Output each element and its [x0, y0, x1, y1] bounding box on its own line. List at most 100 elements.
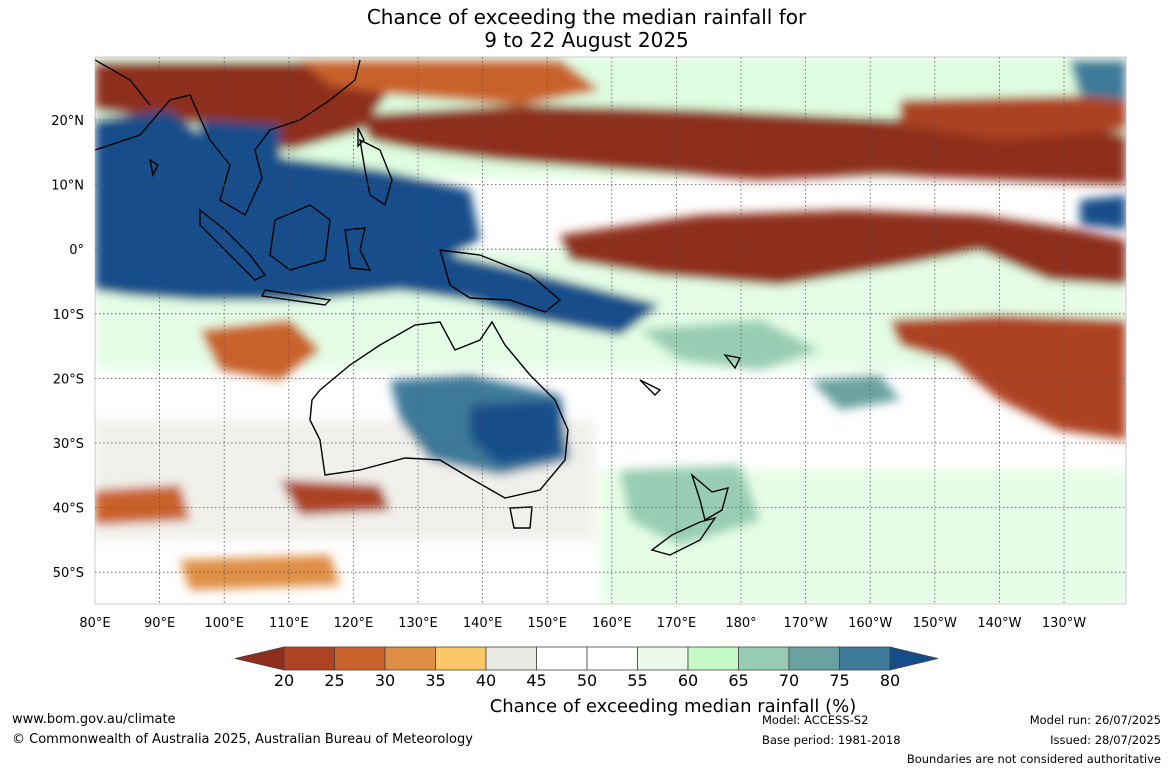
- base-period: Base period: 1981-2018: [762, 733, 901, 747]
- colorbar-swatch: [485, 646, 537, 671]
- probability-field: [95, 57, 1126, 604]
- colorbar-title: Chance of exceeding median rainfall (%): [489, 696, 857, 717]
- dry-band-equatorial-pacific: [560, 210, 1126, 285]
- java-coastline: [260, 289, 332, 306]
- colorbar-tick-label: 45: [526, 671, 547, 690]
- dry-patch-indian-ocean: [200, 320, 320, 380]
- australia-coastline: [309, 320, 569, 499]
- colorbar-tick-label: 80: [879, 671, 901, 690]
- lon-label: 180°: [725, 616, 756, 631]
- philippines-coastline: [359, 138, 393, 207]
- map-title-line1: Chance of exceeding the median rainfall …: [366, 5, 807, 29]
- dry-band-north: [300, 60, 600, 105]
- colorbar-swatch: [586, 646, 638, 671]
- source-url: www.bom.gov.au/climate: [12, 712, 176, 727]
- new-guinea-coastline: [439, 249, 562, 313]
- colorbar-tick-label: 40: [475, 671, 497, 690]
- colorbar-high-extension: [889, 646, 939, 671]
- colorbar-tick-label: 60: [677, 671, 699, 690]
- colorbar-tick-label: 25: [324, 671, 345, 690]
- india-coastline: [95, 59, 151, 106]
- lon-label: 140°E: [463, 616, 503, 631]
- sumatra-coastline: [199, 208, 267, 281]
- model-name: Model: ACCESS-S2: [762, 713, 869, 727]
- lat-label: 40°S: [53, 502, 84, 517]
- colorbar-tick-label: 20: [273, 671, 295, 690]
- sri-lanka-coastline: [148, 158, 159, 178]
- colorbar-swatch: [738, 646, 790, 671]
- lon-label: 130°E: [398, 616, 438, 631]
- lon-label: 170°E: [657, 616, 697, 631]
- issued-date: Issued: 28/07/2025: [1050, 733, 1161, 747]
- colorbar-tick-label: 30: [374, 671, 396, 690]
- wet-zone-new-zealand: [620, 465, 760, 545]
- taiwan-coastline: [357, 127, 365, 148]
- tasmania-coastline: [509, 506, 533, 529]
- wet-zone-northeast: [1070, 60, 1126, 100]
- dry-band-north-pacific-east: [900, 95, 1126, 140]
- wet-zone-indochina: [200, 120, 280, 180]
- lon-label: 120°E: [334, 616, 374, 631]
- lon-label: 150°W: [913, 616, 957, 631]
- lon-label: 150°E: [527, 616, 567, 631]
- colorbar-swatch: [384, 646, 436, 671]
- colorbar-tick-label: 55: [627, 671, 648, 690]
- map-title-line2: 9 to 22 August 2025: [484, 28, 689, 52]
- longitude-labels: 80°E 90°E 100°E 110°E 120°E 130°E 140°E 150°E 16…: [79, 616, 1086, 631]
- wet-zone-south-pacific: [810, 375, 900, 410]
- new-zealand-north-coastline: [690, 472, 729, 522]
- fiji-coastline: [723, 353, 742, 370]
- lat-label: 30°S: [53, 437, 84, 452]
- colorbar-swatch: [283, 646, 335, 671]
- lon-label: 140°W: [977, 616, 1021, 631]
- dry-band-south-pacific: [890, 315, 1126, 440]
- colorbar-tick-label: 35: [425, 671, 446, 690]
- wet-zone-east-pacific: [1080, 195, 1126, 230]
- dry-band-asia: [95, 62, 390, 150]
- colorbar-swatch: [435, 646, 487, 671]
- lon-label: 160°E: [592, 616, 632, 631]
- colorbar-tick-label: 65: [728, 671, 749, 690]
- colorbar-low-extension: [234, 646, 285, 671]
- colorbar-tick-label: 70: [778, 671, 800, 690]
- colorbar-swatch: [839, 646, 891, 671]
- lon-label: 170°W: [784, 616, 828, 631]
- lat-label: 10°S: [53, 308, 84, 323]
- lat-label: 20°N: [51, 114, 84, 129]
- colorbar-swatch: [788, 646, 840, 671]
- map-frame: [94, 56, 1127, 605]
- graticule: [95, 57, 1126, 604]
- dry-patch-south-indian-1: [95, 485, 190, 525]
- lon-label: 160°W: [848, 616, 892, 631]
- colorbar-swatch: [637, 646, 689, 671]
- asia-mainland-coastline: [95, 59, 361, 217]
- sulawesi-coastline: [344, 227, 372, 271]
- lat-label: 20°S: [53, 372, 84, 387]
- lat-label: 50°S: [53, 566, 84, 581]
- colorbar-swatch: [687, 646, 739, 671]
- copyright-notice: © Commonwealth of Australia 2025, Austra…: [12, 732, 473, 747]
- lon-label: 80°E: [79, 616, 110, 631]
- new-caledonia-coastline: [639, 379, 662, 396]
- lon-label: 100°E: [204, 616, 244, 631]
- dry-patch-south-indian-2: [280, 480, 390, 515]
- coastlines: [95, 59, 742, 556]
- lon-label: 90°E: [144, 616, 175, 631]
- latitude-labels: 20°N 10°N 0° 10°S 20°S 30°S 40°S 50°S: [51, 114, 84, 581]
- wet-zone-nsw-qld: [470, 400, 560, 465]
- colorbar-tick-label: 50: [576, 671, 598, 690]
- new-zealand-south-coastline: [650, 516, 717, 556]
- colorbar-swatch: [536, 646, 588, 671]
- model-run-date: Model run: 26/07/2025: [1029, 713, 1161, 727]
- colorbar-swatch: [334, 646, 386, 671]
- boundaries-disclaimer: Boundaries are not considered authoritat…: [906, 752, 1161, 766]
- borneo-coastline: [269, 204, 331, 271]
- colorbar-tick-label: 75: [829, 671, 850, 690]
- lon-label: 110°E: [269, 616, 309, 631]
- colorbar: [234, 646, 939, 671]
- lat-label: 10°N: [51, 179, 84, 194]
- wet-zone-coral-sea: [640, 320, 820, 370]
- lon-label: 130°W: [1042, 616, 1086, 631]
- lat-label: 0°: [69, 243, 84, 258]
